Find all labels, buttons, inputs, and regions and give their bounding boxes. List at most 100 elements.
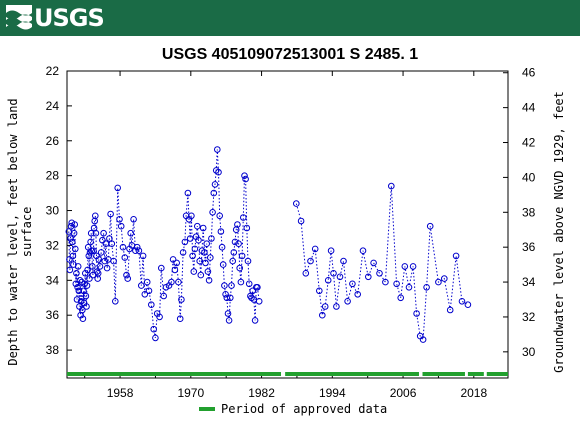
data-point: [330, 270, 337, 277]
data-point: [76, 277, 84, 284]
data-point: [199, 224, 207, 232]
approved-period-segment: [285, 372, 419, 376]
right-y-tick-label: 32: [522, 310, 536, 324]
data-point: [227, 294, 234, 302]
data-point: [229, 257, 236, 265]
data-point: [236, 264, 243, 272]
data-point: [143, 278, 151, 286]
data-point: [87, 238, 94, 246]
data-point: [401, 263, 409, 270]
data-point: [293, 200, 300, 207]
right-y-tick-label: 38: [522, 205, 536, 219]
approved-period-segment: [467, 372, 484, 376]
data-point: [321, 303, 329, 310]
data-point: [173, 259, 180, 267]
data-point: [208, 235, 215, 242]
data-point: [441, 275, 448, 282]
data-point: [311, 245, 319, 253]
data-point: [324, 277, 332, 284]
data-point: [195, 236, 202, 244]
data-point: [133, 243, 141, 251]
data-point: [388, 182, 395, 190]
data-point: [240, 214, 247, 221]
data-point: [66, 256, 73, 263]
data-point: [79, 306, 86, 314]
data-point: [139, 252, 147, 260]
data-point: [210, 189, 218, 197]
data-point: [152, 334, 159, 342]
left-y-tick-label: 30: [46, 204, 60, 218]
axes: 22 24 26 28 30 32 34 36 38 46 44 42 40 38 36 34 32 30 1958…: [46, 64, 536, 400]
left-y-tick-label: 26: [46, 134, 60, 148]
data-point: [67, 235, 74, 242]
left-axis-label-line2: surface: [20, 207, 34, 258]
data-point: [333, 303, 340, 310]
data-point: [72, 245, 79, 253]
data-point: [370, 259, 377, 267]
left-y-tick-label: 22: [46, 64, 60, 78]
data-point: [127, 229, 134, 237]
data-point: [242, 175, 249, 183]
data-point: [141, 291, 149, 298]
right-y-tick-label: 44: [522, 101, 536, 115]
data-point: [419, 336, 427, 343]
data-point: [150, 325, 157, 333]
data-point: [90, 247, 97, 254]
data-point: [423, 284, 430, 291]
data-point: [106, 235, 113, 242]
data-point: [69, 252, 77, 260]
data-point: [217, 228, 225, 235]
data-point: [254, 284, 261, 291]
data-point: [160, 292, 167, 300]
data-point: [72, 280, 80, 288]
data-point: [87, 229, 95, 237]
data-point: [202, 259, 209, 267]
right-axis-label: Groundwater level above NGVD 1929, feet: [552, 91, 566, 373]
data-point: [190, 268, 198, 275]
data-point: [82, 292, 90, 300]
data-point: [92, 229, 100, 237]
data-point: [204, 268, 212, 275]
usgs-logo[interactable]: USGS: [6, 4, 105, 32]
data-point: [179, 249, 187, 256]
data-point: [464, 301, 472, 309]
data-point: [452, 252, 460, 260]
x-tick-label: 2006: [390, 386, 417, 400]
data-point: [297, 217, 305, 225]
data-point: [251, 317, 259, 324]
approved-period-segment: [486, 372, 508, 376]
data-point: [71, 221, 78, 228]
data-point: [148, 301, 155, 309]
data-point: [237, 278, 245, 286]
data-point: [223, 294, 231, 302]
data-point: [243, 224, 251, 232]
data-point: [238, 252, 246, 260]
data-point: [214, 146, 221, 153]
data-point: [316, 287, 323, 295]
data-point: [85, 252, 93, 260]
data-point: [336, 273, 344, 281]
data-point: [230, 249, 238, 256]
data-point: [132, 247, 139, 254]
data-point: [219, 261, 227, 268]
data-point: [376, 270, 383, 277]
data-point: [207, 254, 214, 261]
data-point: [74, 263, 82, 270]
data-point: [95, 256, 103, 263]
data-point: [186, 235, 194, 242]
data-point: [69, 238, 76, 246]
data-point: [86, 275, 93, 282]
data-point: [244, 257, 252, 265]
x-tick-label: 1958: [107, 386, 134, 400]
data-point: [221, 282, 228, 289]
left-y-tick-label: 36: [46, 308, 60, 322]
data-point: [158, 264, 165, 272]
data-point: [110, 257, 117, 265]
data-point: [103, 264, 111, 272]
data-point: [169, 256, 177, 263]
data-point: [176, 315, 184, 323]
data-point: [130, 216, 137, 223]
data-point: [197, 271, 205, 279]
data-point: [108, 240, 116, 247]
data-point: [73, 270, 80, 277]
